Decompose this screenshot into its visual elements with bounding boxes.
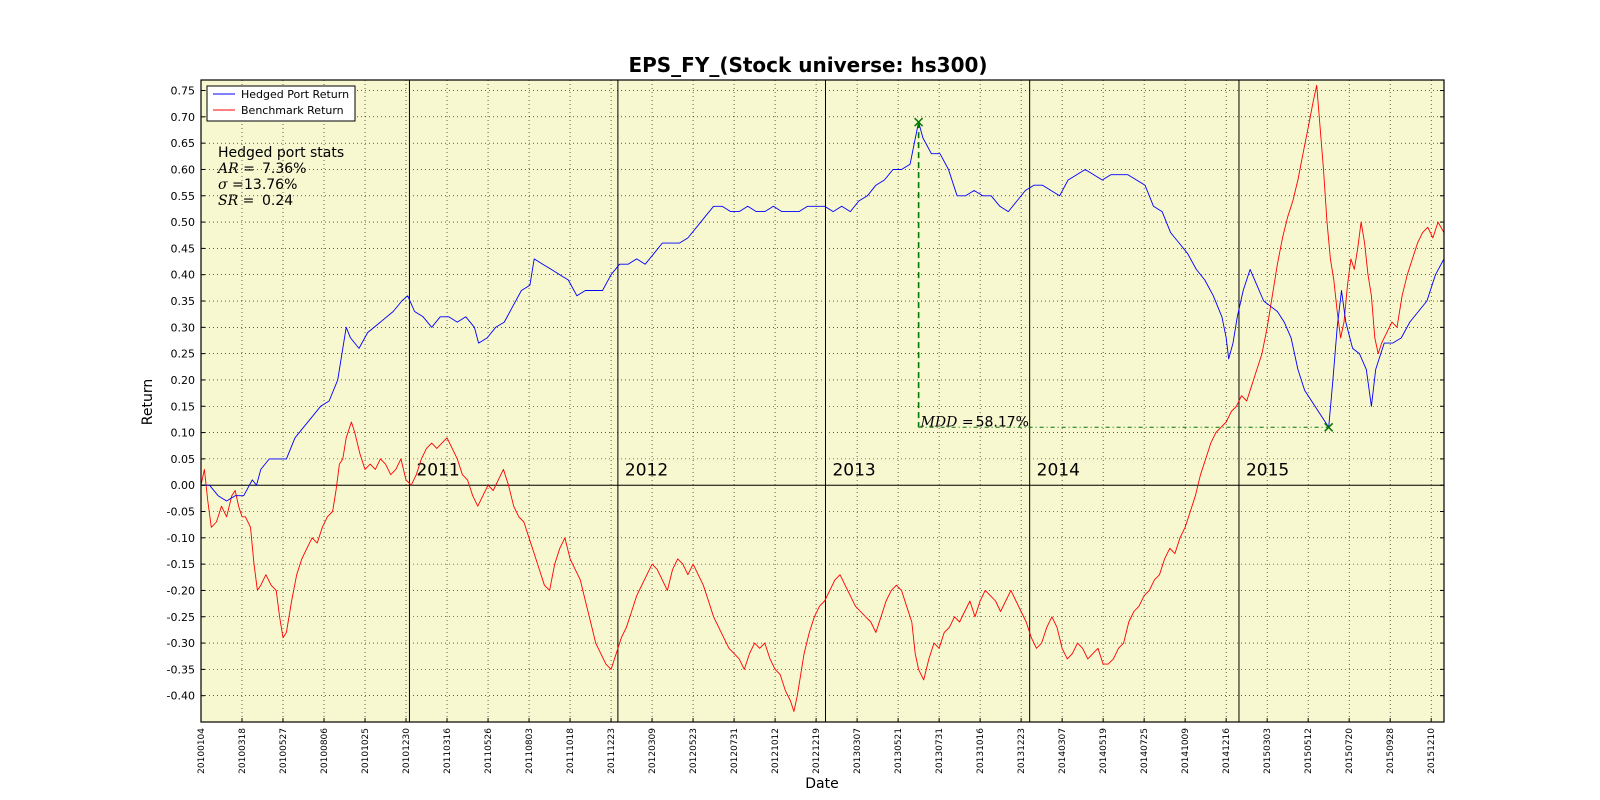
y-tick-label: 0.55 (171, 190, 196, 203)
x-tick-label: 20130307 (853, 728, 863, 774)
x-axis-ticks: 20100104 20100318 20100527 20100806 20101025… (197, 718, 1437, 774)
plot-frame (200, 79, 1445, 723)
y-tick-label: -0.25 (167, 611, 195, 624)
year-label: 2013 (832, 460, 875, 480)
stats-ar-symbol: AR = (216, 161, 255, 177)
x-tick-label: 20141009 (1181, 728, 1191, 774)
x-axis-label: Date (805, 776, 838, 792)
mdd-peak-marker (914, 117, 924, 127)
x-tick-label: 20131016 (976, 728, 986, 774)
x-tick-label: 20150720 (1345, 728, 1355, 774)
x-tick-label: 20130731 (935, 728, 945, 774)
x-tick-label: 20120731 (730, 728, 740, 774)
series-line-benchmark-return (200, 84, 1445, 712)
x-tick-label: 20150512 (1304, 728, 1314, 774)
y-tick-label: 0.25 (171, 348, 196, 361)
legend: Hedged Port Return Benchmark Return (206, 85, 356, 122)
year-label: 2011 (416, 460, 459, 480)
stats-sr-symbol: SR = (218, 193, 254, 209)
x-tick-label: 20150303 (1263, 728, 1273, 774)
y-axis-label: Return (140, 379, 156, 425)
x-tick-label: 20100527 (279, 728, 289, 774)
year-label: 2012 (625, 460, 668, 480)
x-tick-label: 20110803 (525, 728, 535, 774)
x-tick-label: 20140307 (1058, 728, 1068, 774)
y-tick-label: 0.00 (171, 479, 196, 492)
x-tick-label: 20111223 (607, 728, 617, 774)
y-tick-label: 0.50 (171, 216, 196, 229)
grid-lines (200, 80, 1444, 722)
y-tick-label: 0.10 (171, 427, 196, 440)
year-label: 2014 (1037, 460, 1080, 480)
y-tick-label: 0.75 (171, 85, 196, 98)
x-tick-label: 20151210 (1427, 728, 1437, 774)
y-tick-label: 0.65 (171, 137, 196, 150)
legend-label-hedged: Hedged Port Return (241, 88, 349, 101)
y-tick-label: 0.15 (171, 400, 196, 413)
x-tick-label: 20100104 (197, 728, 207, 774)
stats-title: Hedged port stats (218, 145, 344, 161)
y-tick-label: 0.60 (171, 163, 196, 176)
y-tick-label: 0.35 (171, 295, 196, 308)
year-boundaries: 2011 2012 2013 2014 2015 (408, 80, 1289, 722)
y-tick-label: 0.30 (171, 321, 196, 334)
x-tick-label: 20120523 (689, 728, 699, 774)
mdd-trough-marker (1324, 422, 1334, 432)
stats-ar-value: 7.36% (262, 161, 306, 177)
x-tick-label: 20111018 (566, 728, 576, 774)
x-tick-label: 20100806 (320, 728, 330, 774)
x-tick-label: 20101230 (402, 728, 412, 774)
y-tick-label: 0.70 (171, 111, 196, 124)
x-tick-label: 20100318 (238, 728, 248, 774)
stats-sigma-symbol: σ = (218, 177, 244, 193)
series-line-hedged-port-return (201, 121, 1445, 502)
x-tick-label: 20121219 (812, 728, 822, 774)
stats-sigma-value: 13.76% (244, 177, 297, 193)
y-tick-label: -0.30 (167, 637, 195, 650)
y-tick-label: -0.35 (167, 663, 195, 676)
y-tick-label: 0.05 (171, 453, 196, 466)
year-label: 2015 (1246, 460, 1289, 480)
max-drawdown-annotation: MDD = 58.17% (914, 117, 1334, 432)
y-tick-label: -0.40 (167, 690, 195, 703)
mdd-label-symbol: MDD = (920, 414, 974, 430)
x-tick-label: 20110316 (443, 728, 453, 774)
x-tick-label: 20150928 (1386, 728, 1396, 774)
mdd-label-value: 58.17% (976, 414, 1029, 430)
y-tick-label: -0.05 (167, 506, 195, 519)
y-axis-ticks: -0.40 -0.35 -0.30 -0.25 -0.20 -0.15 -0.10 -0.05… (167, 85, 1444, 703)
x-tick-label: 20140725 (1140, 728, 1150, 774)
x-tick-label: 20140519 (1099, 728, 1109, 774)
x-tick-label: 20110526 (484, 728, 494, 774)
stats-sr-value: 0.24 (262, 193, 293, 209)
chart-title: EPS_FY_(Stock universe: hs300) (628, 53, 987, 77)
stats-box: Hedged port stats AR = 7.36% σ = 13.76% … (216, 145, 344, 209)
series-lines (200, 84, 1445, 712)
y-tick-label: 0.20 (171, 374, 196, 387)
y-tick-label: -0.15 (167, 558, 195, 571)
y-tick-label: 0.45 (171, 242, 196, 255)
x-tick-label: 20130521 (894, 728, 904, 774)
x-tick-label: 20101025 (361, 728, 371, 774)
plot-area (201, 80, 1444, 722)
y-tick-label: 0.40 (171, 269, 196, 282)
x-tick-label: 20131223 (1017, 728, 1027, 774)
x-tick-label: 20120309 (648, 728, 658, 774)
x-tick-label: 20121012 (771, 728, 781, 774)
y-tick-label: -0.10 (167, 532, 195, 545)
x-tick-label: 20141216 (1222, 728, 1232, 774)
y-tick-label: -0.20 (167, 584, 195, 597)
legend-label-benchmark: Benchmark Return (241, 104, 344, 117)
